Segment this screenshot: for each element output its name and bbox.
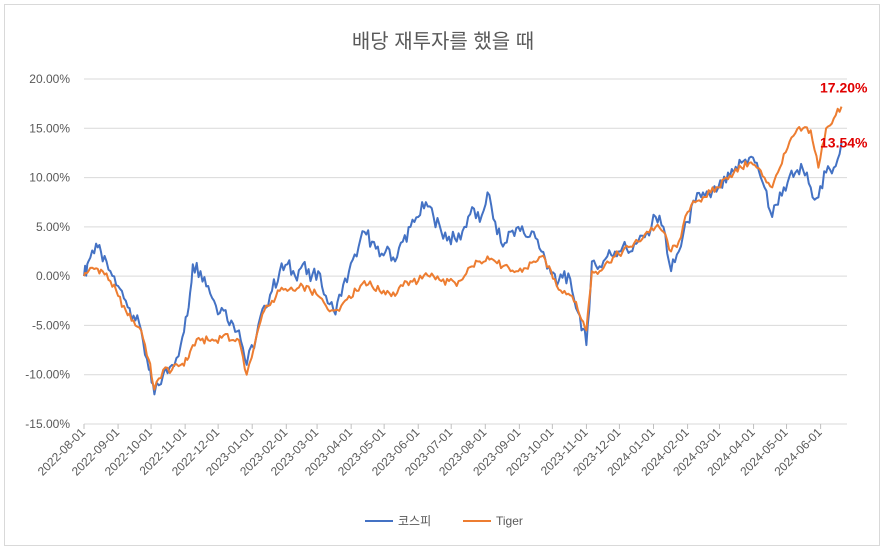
legend-label: Tiger	[496, 514, 523, 528]
series-line-0	[83, 142, 843, 396]
y-axis-ticks: 20.00% 15.00% 10.00% 5.00% 0.00% -5.00% -10.00…	[25, 72, 70, 431]
legend-label: 코스피	[398, 514, 431, 528]
end-labels: 17.20% 13.54%	[820, 80, 868, 151]
chart-frame	[4, 4, 880, 546]
x-axis-ticks: 2022-08-012022-09-012022-10-012022-11-01…	[35, 424, 825, 479]
y-tick-label: -15.00%	[25, 417, 70, 431]
series-lines	[83, 106, 843, 396]
end-value-label: 17.20%	[820, 80, 868, 96]
y-tick-label: 5.00%	[36, 220, 70, 234]
chart-title: 배당 재투자를 했을 때	[352, 30, 534, 53]
y-tick-label: 15.00%	[29, 121, 70, 135]
y-tick-label: 0.00%	[36, 269, 70, 283]
y-tick-label: 20.00%	[29, 72, 70, 86]
series-line-1	[83, 106, 843, 391]
legend: 코스피 Tiger	[365, 514, 523, 528]
y-tick-label: -10.00%	[25, 368, 70, 382]
y-tick-label: 10.00%	[29, 171, 70, 185]
end-value-label: 13.54%	[820, 135, 868, 151]
y-tick-label: -5.00%	[32, 318, 70, 332]
gridlines	[84, 78, 847, 425]
